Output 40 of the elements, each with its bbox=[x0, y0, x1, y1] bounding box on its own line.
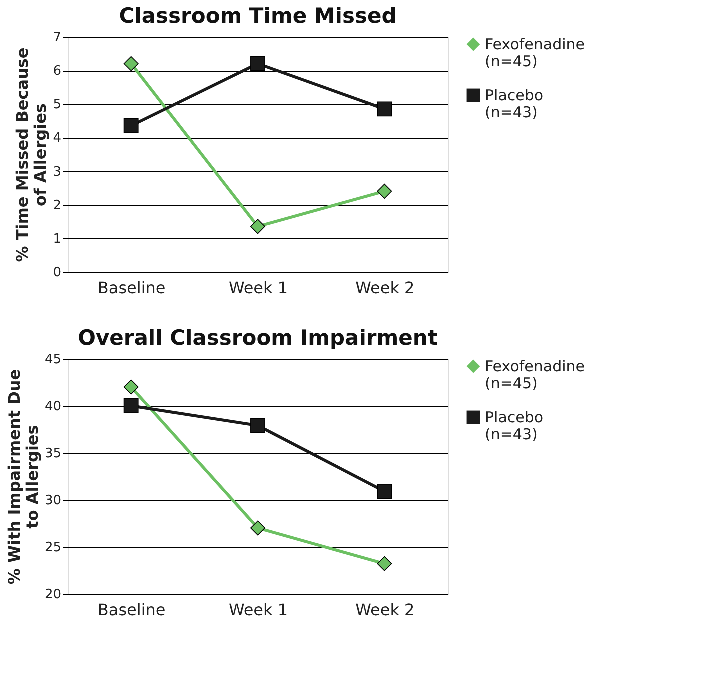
legend-label: Fexofenadine (n=45) bbox=[485, 358, 585, 392]
y-tick-label: 25 bbox=[44, 540, 62, 556]
point bbox=[250, 219, 266, 234]
y-tick-label: 35 bbox=[44, 446, 62, 462]
y-tick-label: 2 bbox=[53, 198, 62, 214]
y-tick-label: 7 bbox=[53, 30, 62, 46]
y-tick-label: 45 bbox=[44, 352, 62, 368]
y-axis-title: % Time Missed Because of Allergies bbox=[13, 48, 50, 262]
y-tick-label: 3 bbox=[53, 164, 62, 180]
point bbox=[250, 520, 266, 536]
x-tick-label: Baseline bbox=[98, 600, 166, 620]
legend-label: Fexofenadine (n=45) bbox=[485, 36, 585, 70]
y-tick-label: 5 bbox=[53, 98, 62, 113]
y-tick-label: 0 bbox=[53, 266, 62, 280]
point bbox=[377, 102, 392, 117]
legend-label: Placebo (n=43) bbox=[485, 408, 544, 444]
point bbox=[124, 398, 139, 414]
y-axis-title: % With Impairment Due to Allergies bbox=[4, 369, 42, 585]
point bbox=[124, 118, 139, 134]
chart-title: Classroom Time Missed bbox=[119, 4, 397, 28]
x-tick-label: Week 2 bbox=[356, 600, 415, 620]
point bbox=[377, 556, 392, 572]
y-tick-label: 30 bbox=[44, 494, 62, 508]
point bbox=[124, 380, 139, 395]
x-tick-label: Week 1 bbox=[228, 600, 288, 620]
point bbox=[377, 484, 392, 500]
y-tick-label: 6 bbox=[53, 64, 62, 80]
y-tick-label: 1 bbox=[53, 232, 62, 247]
x-tick-label: Week 2 bbox=[356, 278, 415, 298]
y-tick-label: 20 bbox=[44, 588, 62, 602]
x-tick-label: Baseline bbox=[98, 278, 166, 298]
x-tick-label: Week 1 bbox=[228, 278, 288, 298]
point bbox=[250, 56, 266, 72]
chart-title: Overall Classroom Impairment bbox=[78, 326, 438, 350]
y-tick-label: 4 bbox=[53, 131, 62, 146]
y-tick-label: 40 bbox=[44, 400, 62, 414]
legend-label: Placebo (n=43) bbox=[485, 86, 544, 122]
point bbox=[377, 184, 392, 199]
point bbox=[124, 56, 139, 72]
point bbox=[250, 418, 266, 434]
